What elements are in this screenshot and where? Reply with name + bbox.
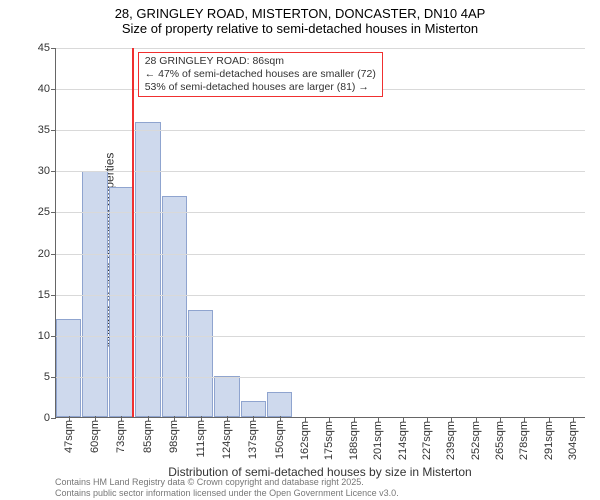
gridline	[56, 171, 585, 172]
ytick-label: 40	[38, 83, 50, 95]
xtick-label: 278sqm	[518, 417, 530, 460]
histogram-bar: 98sqm	[162, 196, 187, 417]
gridline	[56, 254, 585, 255]
plot-area: 47sqm60sqm73sqm85sqm98sqm111sqm124sqm137…	[55, 48, 585, 418]
bars-container: 47sqm60sqm73sqm85sqm98sqm111sqm124sqm137…	[56, 48, 585, 417]
gridline	[56, 295, 585, 296]
gridline	[56, 212, 585, 213]
ytick-mark	[51, 89, 56, 90]
xtick-label: 124sqm	[221, 416, 233, 459]
xtick-label: 137sqm	[247, 416, 259, 459]
gridline	[56, 336, 585, 337]
xtick-label: 304sqm	[567, 417, 579, 460]
marker-line	[132, 48, 134, 417]
histogram-bar: 73sqm	[109, 187, 134, 417]
xtick-label: 73sqm	[115, 416, 127, 453]
ytick-label: 15	[38, 289, 50, 301]
annotation-line2: ← 47% of semi-detached houses are smalle…	[145, 68, 376, 81]
xtick-label: 60sqm	[89, 416, 101, 453]
annotation-line3: 53% of semi-detached houses are larger (…	[145, 81, 376, 94]
ytick-label: 35	[38, 124, 50, 136]
ytick-mark	[51, 295, 56, 296]
annotation-line1: 28 GRINGLEY ROAD: 86sqm	[145, 55, 376, 68]
histogram-bar: 137sqm	[241, 401, 266, 417]
xtick-label: 162sqm	[299, 417, 311, 460]
xtick-label: 150sqm	[274, 416, 286, 459]
footer-line1: Contains HM Land Registry data © Crown c…	[55, 477, 399, 487]
histogram-bar: 47sqm	[56, 319, 81, 417]
xtick-label: 239sqm	[445, 417, 457, 460]
title-block: 28, GRINGLEY ROAD, MISTERTON, DONCASTER,…	[0, 0, 600, 36]
ytick-mark	[51, 336, 56, 337]
title-main: 28, GRINGLEY ROAD, MISTERTON, DONCASTER,…	[0, 6, 600, 21]
ytick-label: 30	[38, 165, 50, 177]
histogram-bar: 124sqm	[214, 376, 239, 417]
gridline	[56, 130, 585, 131]
ytick-label: 20	[38, 248, 50, 260]
histogram-bar: 150sqm	[267, 392, 292, 417]
ytick-label: 5	[44, 371, 50, 383]
ytick-mark	[51, 254, 56, 255]
ytick-label: 45	[38, 42, 50, 54]
ytick-label: 10	[38, 330, 50, 342]
ytick-mark	[51, 212, 56, 213]
xtick-label: 111sqm	[195, 416, 207, 458]
xtick-label: 201sqm	[372, 417, 384, 460]
ytick-mark	[51, 48, 56, 49]
footer: Contains HM Land Registry data © Crown c…	[55, 477, 399, 498]
title-sub: Size of property relative to semi-detach…	[0, 21, 600, 36]
xtick-label: 47sqm	[63, 416, 75, 453]
xtick-label: 252sqm	[470, 417, 482, 460]
ytick-label: 25	[38, 206, 50, 218]
xtick-label: 214sqm	[397, 417, 409, 460]
gridline	[56, 377, 585, 378]
xtick-label: 265sqm	[494, 417, 506, 460]
ytick-mark	[51, 418, 56, 419]
ytick-mark	[51, 377, 56, 378]
xtick-label: 291sqm	[543, 417, 555, 460]
ytick-mark	[51, 171, 56, 172]
ytick-label: 0	[44, 412, 50, 424]
ytick-mark	[51, 130, 56, 131]
xtick-label: 175sqm	[323, 417, 335, 460]
footer-line2: Contains public sector information licen…	[55, 488, 399, 498]
xtick-label: 227sqm	[421, 417, 433, 460]
chart-area: 47sqm60sqm73sqm85sqm98sqm111sqm124sqm137…	[55, 48, 585, 418]
histogram-bar: 85sqm	[135, 122, 160, 417]
xtick-label: 85sqm	[142, 416, 154, 453]
histogram-bar: 111sqm	[188, 310, 213, 417]
xtick-label: 98sqm	[168, 416, 180, 453]
gridline	[56, 48, 585, 49]
xtick-label: 188sqm	[348, 417, 360, 460]
annotation-box: 28 GRINGLEY ROAD: 86sqm ← 47% of semi-de…	[138, 52, 383, 97]
